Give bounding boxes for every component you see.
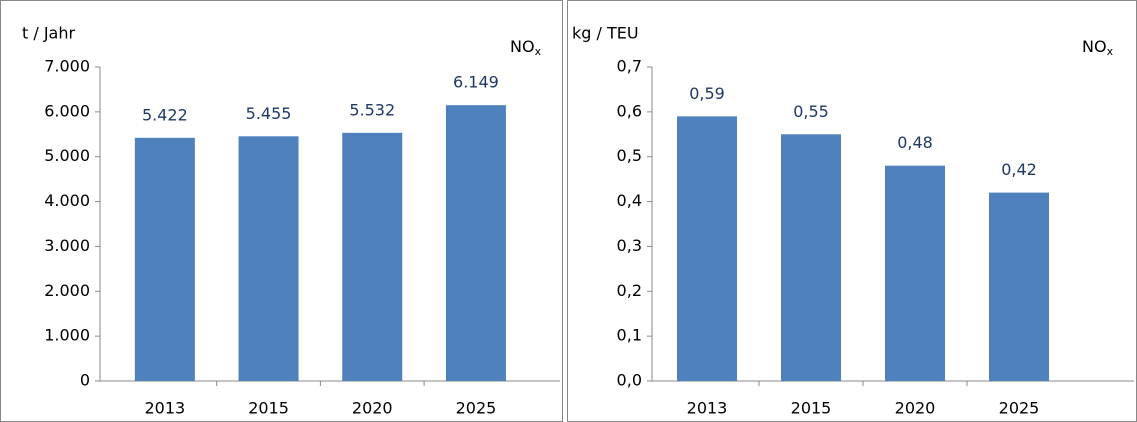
x-tick-label: 2020 — [895, 399, 936, 418]
x-tick-label: 2015 — [791, 399, 832, 418]
y-tick-label: 0,3 — [617, 236, 642, 255]
y-tick-label: 3.000 — [44, 236, 90, 255]
y-axis-label: kg / TEU — [572, 24, 639, 43]
y-tick-label: 2.000 — [44, 281, 90, 300]
value-label: 5.532 — [349, 100, 395, 119]
bar — [677, 116, 737, 381]
value-label: 6.149 — [453, 73, 499, 92]
y-tick-label: 0,1 — [617, 326, 642, 345]
y-tick-label: 0,0 — [617, 371, 642, 390]
value-label: 5.422 — [142, 105, 188, 124]
y-tick-label: 0,5 — [617, 146, 642, 165]
x-tick-label: 2013 — [144, 399, 185, 418]
value-label: 0,42 — [1001, 160, 1037, 179]
chart-frame — [567, 0, 1137, 422]
y-axis-label: t / Jahr — [22, 24, 76, 43]
value-label: 0,55 — [793, 102, 829, 121]
annotation-subscript: x — [535, 45, 542, 58]
value-label: 0,59 — [689, 84, 725, 103]
x-tick-label: 2025 — [999, 399, 1040, 418]
bar — [781, 134, 841, 381]
x-tick-label: 2025 — [456, 399, 497, 418]
annotation: NOx — [510, 37, 542, 59]
x-tick-label: 2020 — [352, 399, 393, 418]
x-tick-label: 2015 — [248, 399, 289, 418]
bar — [989, 192, 1049, 381]
bar — [238, 136, 299, 381]
bar — [885, 165, 945, 381]
y-tick-label: 0 — [80, 371, 90, 390]
y-tick-label: 7.000 — [44, 57, 90, 76]
value-label: 0,48 — [897, 133, 933, 152]
bar — [134, 137, 195, 381]
x-tick-label: 2013 — [687, 399, 728, 418]
value-label: 5.455 — [246, 104, 292, 123]
y-tick-label: 6.000 — [44, 101, 90, 120]
bar — [342, 132, 403, 381]
y-tick-label: 1.000 — [44, 326, 90, 345]
annotation: NOx — [1082, 37, 1114, 59]
annotation-text: NO — [1082, 37, 1107, 56]
y-tick-label: 0,2 — [617, 281, 642, 300]
bar — [445, 105, 506, 381]
y-tick-label: 0,4 — [617, 191, 642, 210]
y-tick-label: 4.000 — [44, 191, 90, 210]
y-tick-label: 0,7 — [617, 57, 642, 76]
annotation-subscript: x — [1107, 45, 1114, 58]
y-tick-label: 5.000 — [44, 146, 90, 165]
annotation-text: NO — [510, 37, 535, 56]
y-tick-label: 0,6 — [617, 101, 642, 120]
